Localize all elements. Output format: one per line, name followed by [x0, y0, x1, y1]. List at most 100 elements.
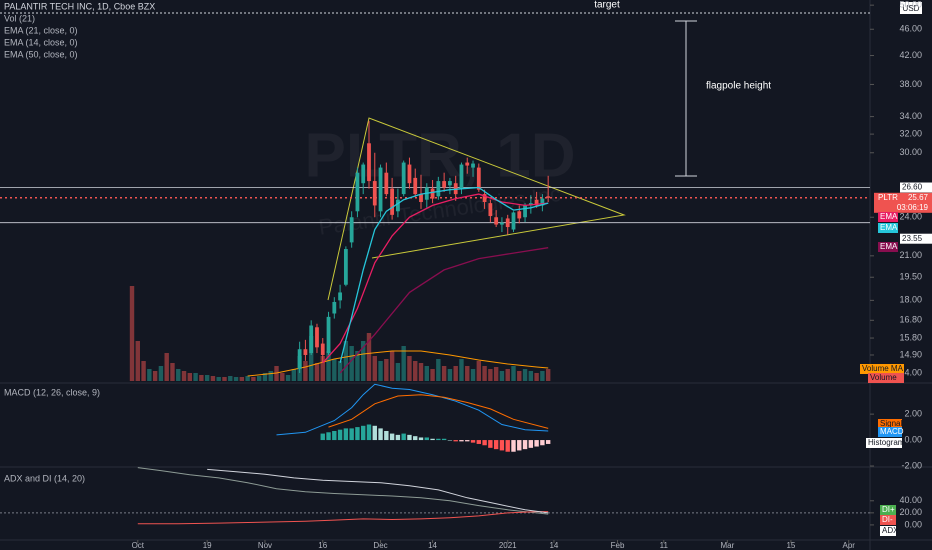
volume-bar	[522, 369, 528, 381]
histogram-bar	[430, 438, 435, 441]
y-tick-label: 2.00	[904, 409, 922, 419]
volume-bar	[441, 366, 447, 381]
countdown: 03:06:19	[897, 203, 929, 212]
y-tick-label: 14.90	[899, 349, 922, 359]
ema-tag: EMA	[880, 212, 898, 221]
candle-body	[500, 222, 504, 225]
candle-body	[372, 181, 377, 206]
volume-bar	[343, 341, 349, 381]
histogram-bar	[337, 429, 343, 441]
histogram-bar	[528, 440, 534, 448]
volume-bar	[141, 361, 146, 381]
volume-bar	[320, 356, 325, 381]
volume-bar	[170, 363, 175, 381]
candle-body	[546, 196, 551, 198]
pennant-pattern	[327, 117, 626, 301]
x-tick-label: Apr	[843, 541, 856, 550]
candle-body	[303, 349, 308, 355]
y-tick-label: 19.50	[899, 272, 922, 282]
y-tick-label: 40.00	[899, 495, 922, 505]
histogram-bar	[522, 440, 528, 450]
adx-line	[207, 468, 549, 514]
candle-body	[465, 162, 470, 166]
histogram-bar	[511, 440, 516, 452]
target-label: target	[594, 0, 620, 11]
candle-body	[332, 301, 337, 314]
candle-body	[448, 181, 452, 186]
watermark-symbol: PLTR, 1D	[305, 121, 576, 190]
volume-bar	[239, 377, 245, 381]
candle-body	[326, 316, 331, 354]
volume-bar	[459, 359, 464, 381]
histogram-bar	[361, 425, 366, 441]
volume-bar	[187, 373, 193, 381]
histogram-bar	[436, 438, 441, 441]
currency-box	[900, 2, 922, 14]
volume-bar	[407, 356, 412, 381]
x-tick-label: 2021	[499, 541, 517, 550]
last-price-box	[874, 192, 932, 213]
candle-body	[517, 211, 522, 219]
x-tick-label: 14	[428, 541, 437, 550]
adx-line	[137, 467, 549, 515]
histogram-bar	[540, 440, 545, 446]
candle-body	[343, 249, 348, 285]
volume-bar	[493, 367, 499, 381]
volume-bar	[355, 351, 360, 381]
ema-tag-box	[878, 223, 898, 233]
candle-body	[430, 188, 435, 199]
ema-tag: EMA	[880, 223, 898, 232]
volume-bar	[280, 373, 285, 381]
histogram-bar	[499, 440, 505, 451]
histogram-bar	[418, 437, 424, 441]
volume-bar	[447, 369, 453, 381]
volume-bar	[176, 369, 181, 381]
macd-tag-box	[878, 427, 902, 437]
adx-tag: DI+	[882, 505, 895, 514]
volume-bar	[499, 371, 505, 381]
candle-body	[395, 199, 400, 212]
y-tick-label: 15.80	[899, 332, 922, 342]
candle-body	[419, 194, 423, 202]
histogram-bar	[343, 428, 349, 441]
y-tick-label: 34.00	[899, 111, 922, 121]
volume-bar	[222, 377, 227, 381]
y-tick-label: 20.00	[899, 507, 922, 517]
volume-bar	[453, 366, 458, 381]
y-tick-label: -2.00	[901, 460, 922, 470]
histogram-bar	[320, 433, 325, 441]
candle-body	[309, 325, 314, 354]
volume-bar	[164, 353, 169, 381]
volume-bar	[204, 375, 210, 381]
volume-bar	[129, 286, 135, 381]
candle-body	[534, 199, 539, 206]
candle-body	[471, 163, 475, 168]
histogram-bar	[545, 440, 551, 444]
volume-ma-tag-box	[860, 364, 904, 374]
histogram-bar	[482, 440, 487, 446]
ema-line	[322, 193, 549, 364]
macd-title: MACD (12, 26, close, 9)	[4, 387, 100, 397]
volume-bar	[303, 361, 308, 381]
histogram-bar	[476, 440, 482, 444]
chart-title: PALANTIR TECH INC, 1D, Cboe BZX	[4, 1, 155, 11]
candle-body	[407, 164, 412, 184]
volume-tag-box	[868, 373, 904, 383]
volume-tag: Volume	[870, 373, 897, 382]
adx-tag-box	[880, 505, 896, 515]
volume-bar	[401, 346, 406, 381]
volume-bar	[291, 369, 297, 381]
volume-bar	[540, 371, 545, 381]
histogram-bar	[355, 427, 360, 441]
adx-tag-box	[880, 515, 896, 525]
hline-label-box	[900, 233, 932, 244]
volume-bar	[210, 376, 216, 381]
histogram-bar	[459, 440, 464, 442]
histogram-bar	[470, 440, 476, 443]
candle-body	[494, 217, 499, 225]
x-tick-label: Feb	[611, 541, 625, 550]
y-tick-label: 21.00	[899, 250, 922, 260]
candle-body	[523, 205, 527, 218]
volume-bar	[384, 359, 389, 381]
candle-body	[401, 162, 406, 195]
